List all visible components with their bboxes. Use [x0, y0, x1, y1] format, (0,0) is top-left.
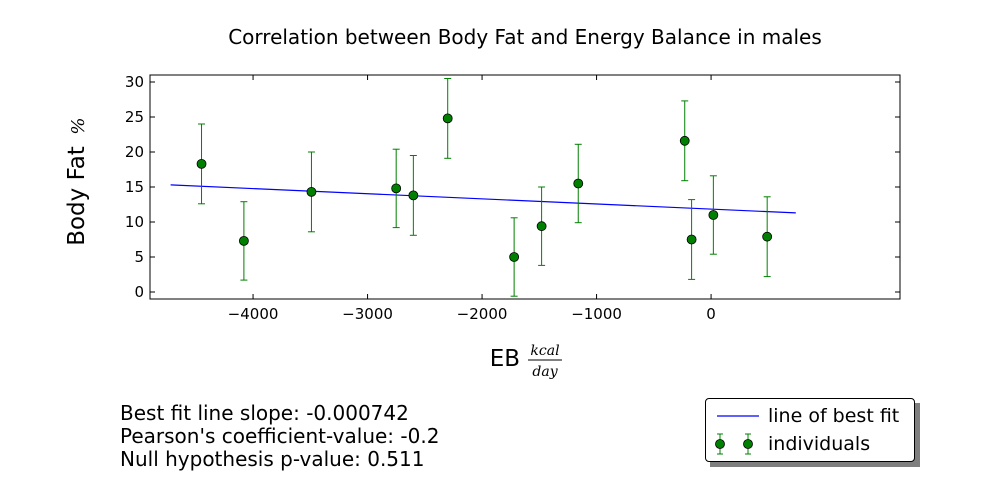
y-axis-title: Body Fat %: [64, 117, 90, 245]
legend-item-best-fit: line of best fit: [706, 403, 914, 429]
plot-area: [149, 74, 901, 300]
x-axis-unit-denominator: day: [532, 364, 558, 380]
best-fit-line: [170, 184, 796, 214]
data-point: [196, 123, 207, 205]
data-marker: [679, 135, 690, 146]
x-tick-label: −1000: [571, 305, 622, 323]
y-tick-label: 10: [125, 213, 144, 231]
y-tick-label: 25: [125, 108, 144, 126]
y-tick-label: 5: [134, 248, 144, 266]
data-marker: [536, 221, 547, 232]
data-point: [686, 199, 697, 280]
data-marker: [442, 113, 453, 124]
chart-title: Correlation between Body Fat and Energy …: [228, 25, 822, 49]
x-tick-label: 0: [706, 305, 716, 323]
y-tick-label: 30: [125, 73, 144, 91]
statistics-text: Best fit line slope: -0.000742 Pearson's…: [120, 402, 439, 471]
data-marker: [408, 190, 419, 201]
slope-annotation: Best fit line slope: -0.000742: [120, 401, 409, 425]
x-tick-label: −4000: [228, 305, 279, 323]
data-point: [536, 186, 547, 266]
x-axis-title: EB kcal day: [490, 343, 562, 380]
plot-frame: [149, 74, 901, 300]
y-axis: 0 5 10 15 20 25 30: [125, 73, 900, 301]
data-point: [708, 175, 719, 255]
y-axis-unit: %: [68, 117, 89, 134]
data-point: [509, 217, 520, 297]
data-marker: [391, 183, 402, 194]
data-point: [762, 196, 773, 278]
data-point: [408, 155, 419, 236]
data-marker: [762, 231, 773, 242]
legend-line-swatch: [717, 415, 759, 417]
data-point: [442, 78, 453, 159]
legend-item-individuals: individuals: [706, 431, 914, 457]
p-value-annotation: Null hypothesis p-value: 0.511: [120, 447, 425, 471]
y-tick-label: 15: [125, 178, 144, 196]
y-tick-label: 0: [134, 283, 144, 301]
data-marker: [306, 186, 317, 197]
x-axis: −4000 −3000 −2000 −1000 0: [228, 75, 716, 323]
y-axis-label: Body Fat: [64, 146, 90, 246]
data-marker: [686, 234, 697, 245]
data-marker: [573, 178, 584, 189]
data-point: [573, 143, 584, 224]
legend: line of best fit individuals: [705, 398, 915, 462]
y-tick-label: 20: [125, 143, 144, 161]
data-point: [679, 100, 690, 182]
data-marker: [509, 252, 520, 262]
pearson-annotation: Pearson's coefficient-value: -0.2: [120, 424, 440, 448]
data-marker: [196, 158, 207, 169]
x-axis-unit-numerator: kcal: [530, 343, 559, 359]
x-axis-label: EB: [490, 346, 520, 372]
legend-label-individuals: individuals: [768, 433, 871, 455]
data-point: [306, 151, 317, 233]
data-marker: [708, 210, 719, 220]
data-point: [391, 148, 402, 229]
legend-label-best-fit: line of best fit: [768, 405, 900, 427]
x-tick-label: −2000: [457, 305, 508, 323]
x-tick-label: −3000: [342, 305, 393, 323]
data-point: [238, 201, 249, 281]
legend-marker-swatch: [715, 433, 753, 455]
data-marker: [238, 235, 249, 246]
